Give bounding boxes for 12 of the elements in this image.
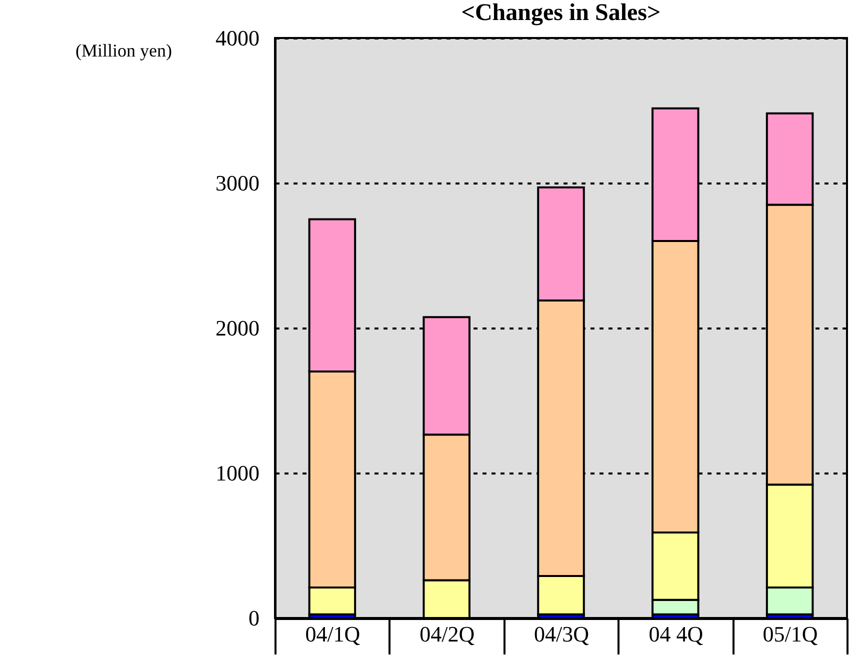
y-tick-label: 0 [248, 606, 260, 630]
x-tick-label: 04/2Q [420, 622, 475, 646]
x-tick-label: 04/3Q [534, 622, 590, 646]
x-tick-label: 05/1Q [762, 622, 818, 646]
y-axis-title: (Million yen) [76, 40, 172, 60]
chart-title: <Changes in Sales> [461, 0, 661, 26]
y-tick-label: 4000 [216, 26, 260, 50]
x-tick-label: 04/1Q [305, 622, 360, 646]
x-tick-label: 04 4Q [648, 622, 704, 646]
y-tick-label: 1000 [216, 460, 260, 486]
y-tick-label: 2000 [216, 316, 260, 340]
y-tick-label: 3000 [216, 170, 260, 196]
